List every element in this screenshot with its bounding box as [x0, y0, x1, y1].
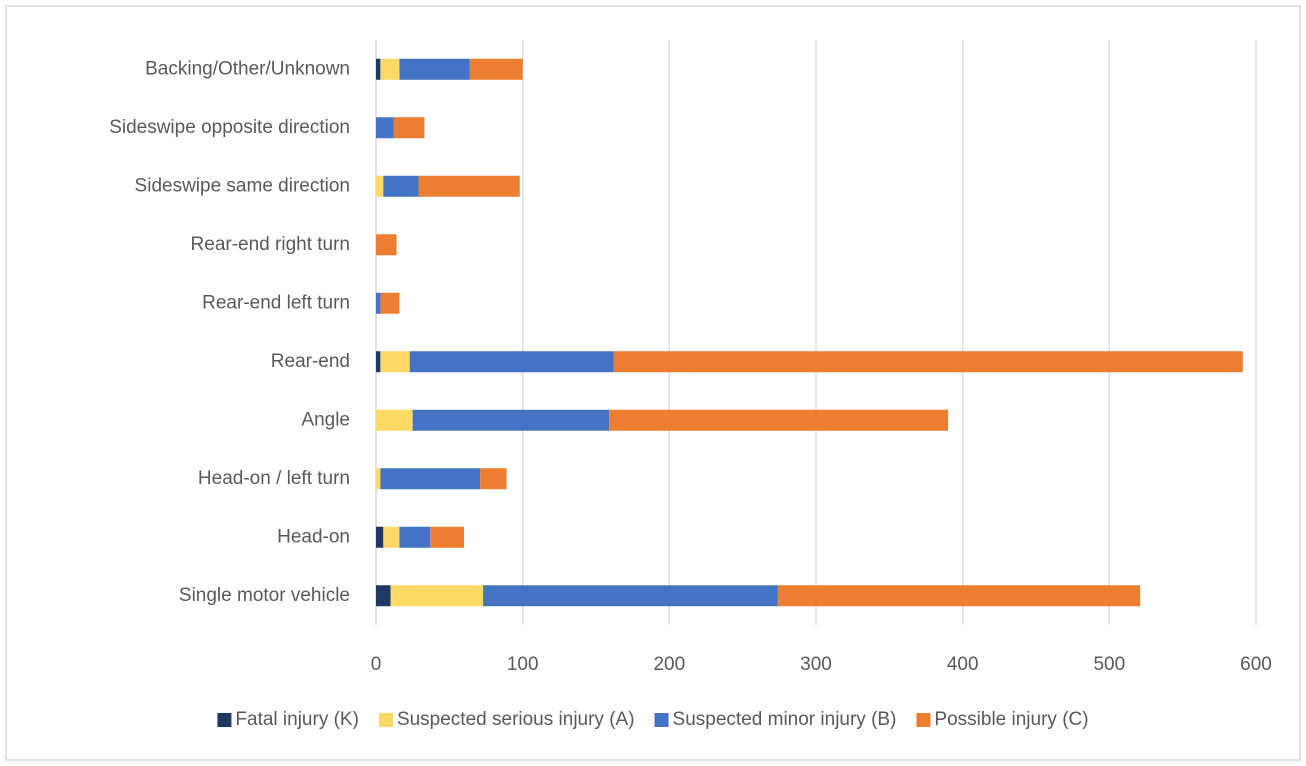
y-tick-label: Single motor vehicle — [179, 585, 350, 606]
legend-label: Suspected minor injury (B) — [673, 709, 897, 730]
bar-segment — [430, 526, 464, 548]
legend-label: Possible injury (C) — [934, 709, 1088, 730]
bar-segment — [609, 409, 948, 431]
legend-swatch — [378, 713, 393, 727]
bar-segment — [409, 351, 614, 373]
bar-segment — [399, 526, 431, 548]
bar-segment — [376, 58, 381, 80]
bar-segment — [380, 58, 400, 80]
x-tick-label: 300 — [800, 654, 832, 675]
y-tick-label: Backing/Other/Unknown — [145, 58, 350, 79]
bar-segment — [376, 468, 381, 490]
legend-swatch — [217, 713, 232, 727]
y-tick-label: Rear-end left turn — [202, 292, 350, 313]
bar-segment — [483, 585, 778, 607]
bar-segment — [393, 117, 425, 139]
legend-label: Fatal injury (K) — [235, 709, 359, 730]
bar-segment — [480, 468, 507, 490]
legend-label: Suspected serious injury (A) — [397, 709, 635, 730]
bar-segment — [383, 526, 400, 548]
y-tick-label: Head-on / left turn — [198, 468, 350, 489]
bar-segment — [418, 175, 520, 197]
bar-segment — [469, 58, 523, 80]
bar-segment — [380, 292, 400, 314]
bar-segment — [380, 351, 410, 373]
bar-segment — [376, 585, 391, 607]
y-tick-label: Head-on — [277, 526, 350, 547]
bar-segment — [376, 175, 384, 197]
bar-segment — [383, 175, 419, 197]
y-tick-label: Angle — [301, 409, 350, 430]
x-tick-label: 600 — [1240, 654, 1272, 675]
bar-segment — [376, 234, 397, 256]
bar-segment — [399, 58, 470, 80]
y-tick-label: Sideswipe opposite direction — [109, 117, 350, 138]
bar-segment — [376, 409, 413, 431]
y-tick-label: Rear-end right turn — [191, 234, 350, 255]
x-tick-label: 500 — [1093, 654, 1125, 675]
x-tick-label: 400 — [947, 654, 979, 675]
chart-border — [5, 5, 1301, 761]
x-tick-label: 0 — [371, 654, 382, 675]
x-tick-label: 100 — [507, 654, 539, 675]
legend-swatch — [916, 713, 931, 727]
bar-segment — [777, 585, 1141, 607]
bar-segment — [376, 526, 384, 548]
bar-segment — [390, 585, 484, 607]
x-tick-label: 200 — [653, 654, 685, 675]
bar-segment — [376, 351, 381, 373]
bar-segment — [376, 117, 394, 139]
bar-segment — [380, 468, 481, 490]
bar-segment — [412, 409, 610, 431]
y-tick-label: Rear-end — [271, 351, 350, 372]
legend-swatch — [654, 713, 669, 727]
y-tick-label: Sideswipe same direction — [135, 175, 350, 196]
bar-segment — [613, 351, 1243, 373]
bar-segment — [376, 292, 381, 314]
